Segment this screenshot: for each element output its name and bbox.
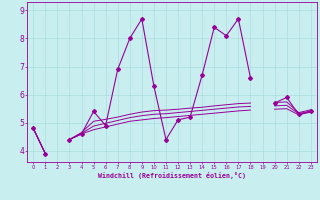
X-axis label: Windchill (Refroidissement éolien,°C): Windchill (Refroidissement éolien,°C) bbox=[98, 172, 246, 179]
